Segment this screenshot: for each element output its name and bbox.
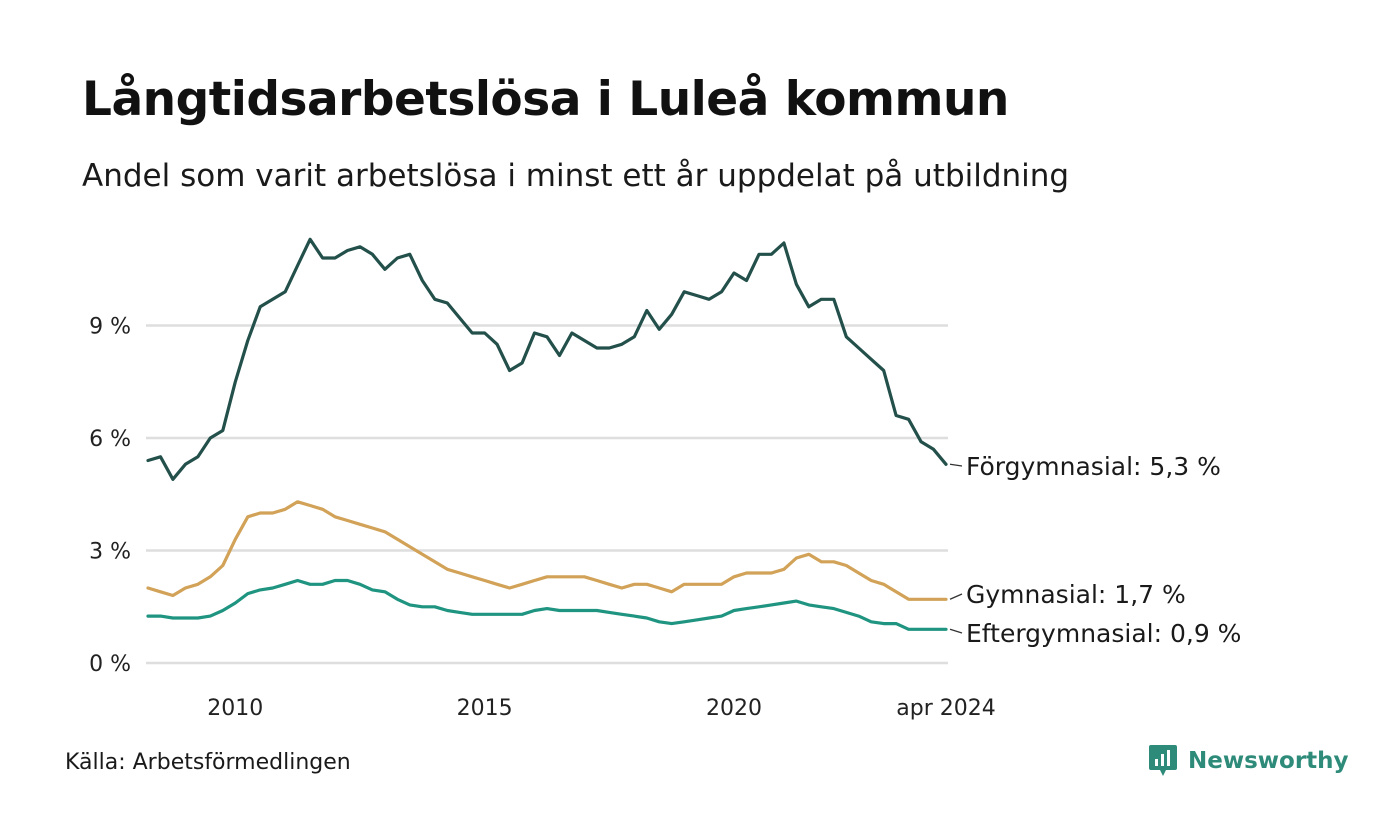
series-label: Gymnasial: 1,7 % (966, 580, 1186, 609)
series-line (146, 237, 948, 481)
series-line (146, 500, 948, 601)
x-tick-label: 2020 (706, 696, 762, 721)
newsworthy-logo-icon (1149, 745, 1177, 776)
y-tick-label: 3 % (89, 540, 131, 565)
label-connector (949, 593, 963, 600)
x-tick-label: apr 2024 (896, 696, 995, 721)
y-axis-ticks: 0 % 3 % 6 % 9 % (89, 315, 131, 678)
x-tick-label: 2015 (457, 696, 513, 721)
series-label: Eftergymnasial: 0,9 % (966, 619, 1241, 648)
brand-logo[interactable]: Newsworthy (1148, 743, 1349, 779)
series-labels: Förgymnasial: 5,3 % Gymnasial: 1,7 % Efter… (949, 452, 1241, 648)
series-lines (146, 237, 948, 631)
y-tick-label: 0 % (89, 652, 131, 677)
chart-title: Långtidsarbetslösa i Luleå kommun (82, 72, 1009, 127)
source-note: Källa: Arbetsförmedlingen (65, 750, 351, 775)
grid-lines (146, 324, 948, 665)
y-tick-label: 6 % (89, 427, 131, 452)
y-tick-label: 9 % (89, 315, 131, 340)
line-chart: 0 % 3 % 6 % 9 % 2010 2015 2020 apr 2024 Förgym… (89, 237, 1241, 721)
chart-subtitle: Andel som varit arbetslösa i minst ett å… (82, 158, 1070, 194)
brand-name: Newsworthy (1188, 748, 1349, 774)
x-axis-ticks: 2010 2015 2020 apr 2024 (207, 696, 995, 721)
label-connector (949, 463, 963, 467)
x-tick-label: 2010 (207, 696, 263, 721)
series-line (146, 578, 948, 631)
series-label: Förgymnasial: 5,3 % (966, 452, 1221, 481)
label-connector (949, 628, 963, 634)
